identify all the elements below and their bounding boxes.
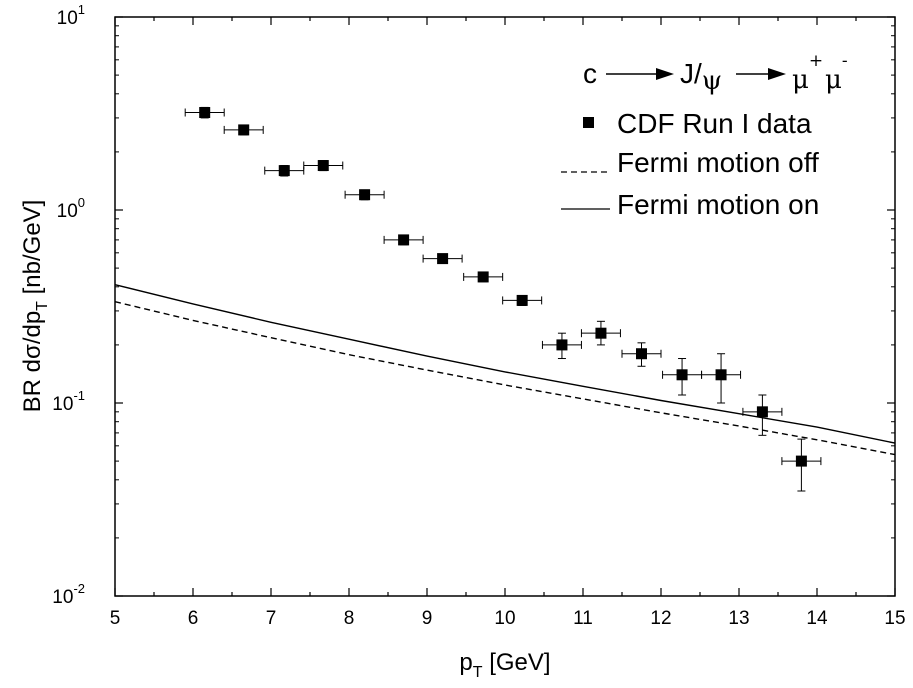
legend: CDF Run I data Fermi motion off Fermi mo… xyxy=(561,108,819,220)
data-points xyxy=(184,106,822,492)
data-point xyxy=(621,342,662,367)
legend-label-data: CDF Run I data xyxy=(617,108,812,139)
y-tick-label: 101 xyxy=(57,2,85,29)
data-marker xyxy=(359,189,371,201)
data-point xyxy=(463,271,504,283)
x-tick-labels: 5 6 7 8 9 10 11 12 13 14 15 xyxy=(110,608,906,629)
data-marker xyxy=(636,348,647,360)
x-tick-label: 15 xyxy=(884,608,905,629)
data-point xyxy=(580,320,621,346)
legend-label-on: Fermi motion on xyxy=(617,189,819,220)
data-marker xyxy=(516,294,528,306)
plot-frame xyxy=(114,16,896,597)
annotation-jpsi: J/ψ xyxy=(680,58,722,96)
data-point xyxy=(264,165,305,177)
data-point xyxy=(502,294,543,307)
x-tick-label: 9 xyxy=(422,608,433,629)
y-axis-title: BR dσ/dpT [nb/GeV] xyxy=(19,200,51,413)
data-point xyxy=(303,160,344,172)
data-point xyxy=(422,253,463,265)
data-point xyxy=(781,438,822,492)
x-tick-label: 6 xyxy=(188,608,199,629)
data-marker xyxy=(556,339,568,351)
x-tick-label: 8 xyxy=(344,608,355,629)
data-point xyxy=(662,358,703,396)
data-marker xyxy=(238,124,250,136)
annotation-muon-minus: μ- xyxy=(825,51,848,95)
data-point xyxy=(184,106,225,119)
annotation-c: c xyxy=(583,58,597,89)
x-tick-label: 7 xyxy=(266,608,277,629)
data-marker xyxy=(317,160,329,172)
process-annotation: c J/ψ μ+ μ- xyxy=(583,51,848,96)
data-marker xyxy=(398,234,410,246)
data-point xyxy=(742,394,783,436)
annotation-muon-plus: μ+ xyxy=(792,51,823,95)
curve-fermi-off xyxy=(114,301,896,456)
data-marker xyxy=(676,369,688,381)
legend-marker-data xyxy=(583,117,594,128)
arrow-2-head xyxy=(768,68,786,80)
data-point xyxy=(344,189,385,201)
arrow-1-head xyxy=(656,68,674,80)
data-marker xyxy=(437,253,449,265)
curve-fermi-on xyxy=(114,284,896,444)
theory-curves xyxy=(114,284,896,456)
data-point xyxy=(383,234,424,246)
data-marker xyxy=(595,327,607,339)
x-tick-label: 13 xyxy=(728,608,749,629)
y-tick-label: 100 xyxy=(57,195,85,222)
x-axis-title: pT [GeV] xyxy=(459,649,550,681)
x-tick-label: 12 xyxy=(650,608,671,629)
y-tick-labels: 10-2 10-1 100 101 xyxy=(52,2,85,608)
data-point xyxy=(541,332,582,360)
x-tick-label: 11 xyxy=(573,608,593,629)
legend-label-off: Fermi motion off xyxy=(617,147,819,178)
x-tick-label: 10 xyxy=(494,608,515,629)
data-marker xyxy=(278,165,290,177)
data-point xyxy=(223,124,264,136)
data-point xyxy=(701,353,742,404)
axis-ticks xyxy=(114,16,896,597)
y-tick-label: 10-2 xyxy=(52,581,85,608)
y-tick-label: 10-1 xyxy=(52,388,85,415)
data-marker xyxy=(715,369,727,381)
data-marker xyxy=(795,455,807,467)
data-marker xyxy=(756,406,768,418)
data-marker xyxy=(477,271,489,283)
x-tick-label: 14 xyxy=(806,608,828,629)
data-marker xyxy=(199,107,211,119)
x-tick-label: 5 xyxy=(110,608,121,629)
